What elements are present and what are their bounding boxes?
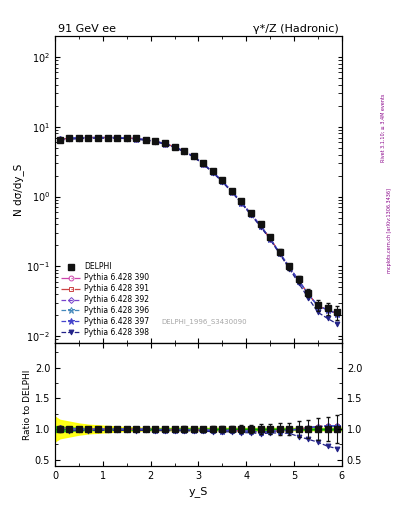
X-axis label: y_S: y_S: [189, 486, 208, 497]
Legend: DELPHI, Pythia 6.428 390, Pythia 6.428 391, Pythia 6.428 392, Pythia 6.428 396, : DELPHI, Pythia 6.428 390, Pythia 6.428 3…: [59, 260, 151, 339]
Text: DELPHI_1996_S3430090: DELPHI_1996_S3430090: [162, 318, 247, 325]
Text: Rivet 3.1.10; ≥ 3.4M events: Rivet 3.1.10; ≥ 3.4M events: [381, 94, 386, 162]
Text: mcplots.cern.ch [arXiv:1306.3436]: mcplots.cern.ch [arXiv:1306.3436]: [387, 188, 392, 273]
Y-axis label: Ratio to DELPHI: Ratio to DELPHI: [23, 369, 32, 440]
Text: 91 GeV ee: 91 GeV ee: [58, 24, 116, 34]
Y-axis label: N dσ/dy_S: N dσ/dy_S: [13, 163, 24, 216]
Text: γ*/Z (Hadronic): γ*/Z (Hadronic): [253, 24, 339, 34]
